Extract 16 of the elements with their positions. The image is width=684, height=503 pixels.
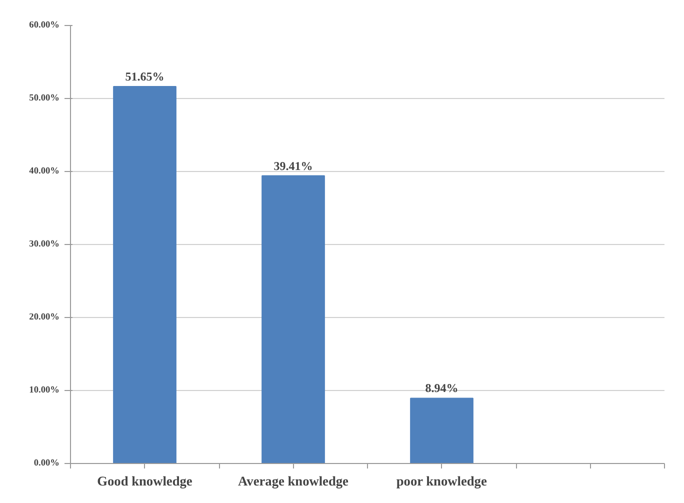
x-tick-label: Average knowledge (238, 474, 349, 488)
y-tick-label: 60.00% (29, 20, 60, 30)
data-label: 8.94% (425, 381, 458, 396)
y-tick-label: 50.00% (29, 94, 60, 104)
bar (262, 175, 325, 464)
bar (410, 398, 474, 464)
bar (113, 86, 176, 464)
x-tick-label: poor knowledge (396, 474, 487, 488)
x-tick-label: Good knowledge (97, 474, 192, 488)
y-tick-label: 30.00% (29, 240, 60, 250)
y-tick-label: 10.00% (29, 386, 60, 396)
data-label: 39.41% (274, 158, 313, 173)
y-tick-label: 0.00% (34, 458, 60, 468)
y-tick-label: 40.00% (29, 166, 60, 176)
data-label: 51.65% (125, 69, 164, 84)
y-tick-label: 20.00% (29, 312, 60, 322)
